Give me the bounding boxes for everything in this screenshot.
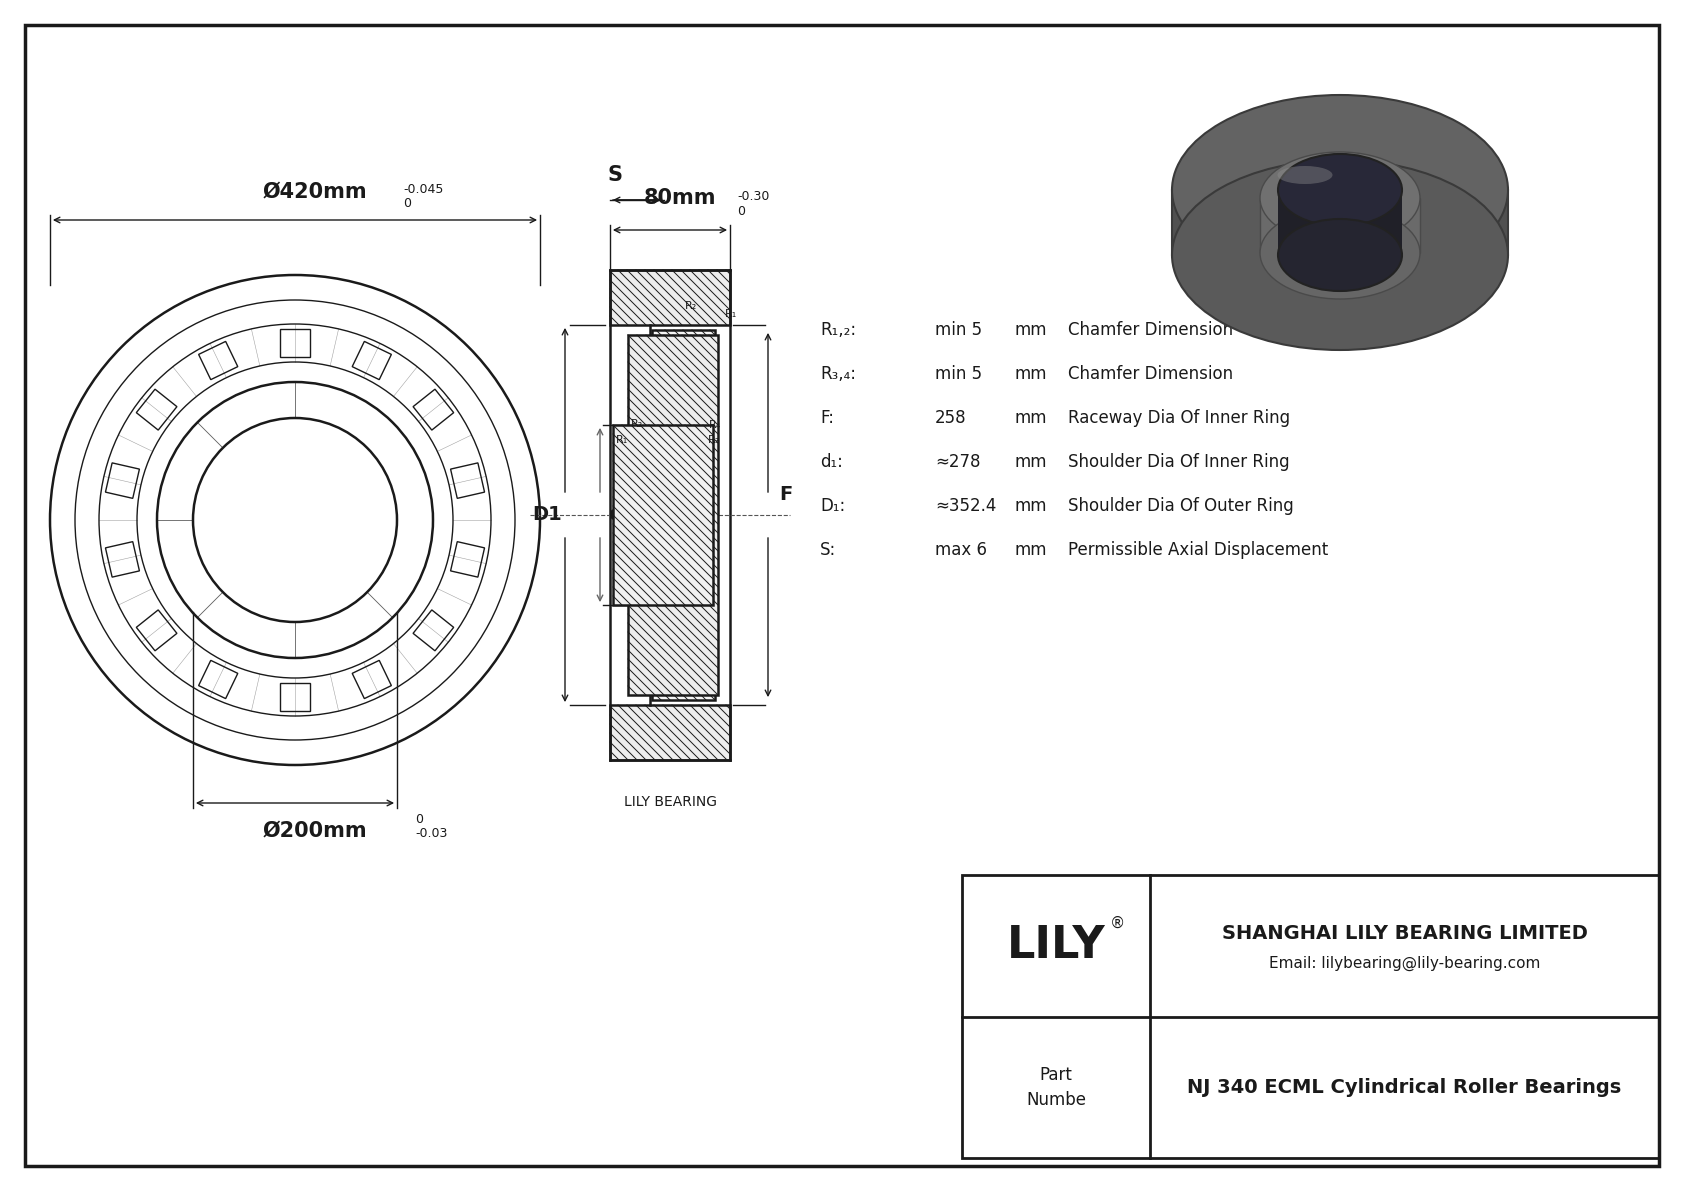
Text: F:: F:: [820, 409, 834, 428]
Polygon shape: [610, 270, 729, 325]
Text: mm: mm: [1015, 322, 1047, 339]
Polygon shape: [628, 335, 717, 696]
Text: Ø420mm: Ø420mm: [263, 182, 367, 202]
Text: R₂: R₂: [685, 301, 697, 311]
Bar: [652, 330, 716, 470]
Text: S:: S:: [820, 541, 837, 559]
Text: -0.30: -0.30: [738, 191, 770, 202]
Polygon shape: [613, 425, 712, 605]
Text: D1: D1: [532, 505, 562, 524]
Text: mm: mm: [1015, 541, 1047, 559]
Text: 0: 0: [738, 205, 744, 218]
Ellipse shape: [1172, 160, 1507, 350]
Ellipse shape: [1260, 207, 1420, 299]
Text: max 6: max 6: [935, 541, 987, 559]
Text: Chamfer Dimension: Chamfer Dimension: [1068, 364, 1233, 384]
Text: R₁,₂:: R₁,₂:: [820, 322, 855, 339]
Text: d1: d1: [608, 505, 637, 524]
Ellipse shape: [1278, 154, 1403, 226]
Text: 258: 258: [935, 409, 967, 428]
Text: NJ 340 ECML Cylindrical Roller Bearings: NJ 340 ECML Cylindrical Roller Bearings: [1187, 1078, 1622, 1097]
Text: -0.045: -0.045: [402, 183, 443, 197]
Text: min 5: min 5: [935, 364, 982, 384]
Text: Chamfer Dimension: Chamfer Dimension: [1068, 322, 1233, 339]
Text: Email: lilybearing@lily-bearing.com: Email: lilybearing@lily-bearing.com: [1268, 956, 1541, 972]
Text: R₁: R₁: [726, 308, 738, 319]
Text: ®: ®: [1110, 916, 1125, 931]
Text: S: S: [608, 166, 623, 185]
Polygon shape: [1172, 191, 1507, 255]
Text: Ø200mm: Ø200mm: [263, 821, 367, 841]
Text: 80mm: 80mm: [643, 188, 716, 208]
Text: Permissible Axial Displacement: Permissible Axial Displacement: [1068, 541, 1329, 559]
Text: LILY BEARING: LILY BEARING: [623, 796, 716, 809]
Text: Raceway Dia Of Inner Ring: Raceway Dia Of Inner Ring: [1068, 409, 1290, 428]
Text: D₁:: D₁:: [820, 497, 845, 515]
Text: 0: 0: [402, 197, 411, 210]
Ellipse shape: [1278, 219, 1403, 291]
Text: ≈278: ≈278: [935, 453, 980, 470]
Bar: [652, 560, 716, 700]
Text: F: F: [780, 486, 793, 505]
Text: -0.03: -0.03: [414, 827, 448, 840]
Text: mm: mm: [1015, 364, 1047, 384]
Text: R₁: R₁: [616, 435, 628, 445]
Text: R₃,₄:: R₃,₄:: [820, 364, 855, 384]
Text: LILY: LILY: [1007, 924, 1105, 967]
Text: mm: mm: [1015, 453, 1047, 470]
Text: d₁:: d₁:: [820, 453, 844, 470]
Text: Part
Numbe: Part Numbe: [1026, 1066, 1086, 1109]
Ellipse shape: [1172, 95, 1507, 285]
Text: R₃: R₃: [707, 435, 721, 445]
Text: R₄: R₄: [709, 420, 721, 430]
Polygon shape: [1278, 191, 1403, 257]
Text: Shoulder Dia Of Inner Ring: Shoulder Dia Of Inner Ring: [1068, 453, 1290, 470]
Text: Shoulder Dia Of Outer Ring: Shoulder Dia Of Outer Ring: [1068, 497, 1293, 515]
Text: ≈352.4: ≈352.4: [935, 497, 997, 515]
Text: mm: mm: [1015, 409, 1047, 428]
Text: SHANGHAI LILY BEARING LIMITED: SHANGHAI LILY BEARING LIMITED: [1221, 924, 1588, 943]
Text: mm: mm: [1015, 497, 1047, 515]
Polygon shape: [610, 705, 729, 760]
Ellipse shape: [1278, 166, 1332, 183]
Ellipse shape: [1260, 152, 1420, 244]
Text: 0: 0: [414, 813, 423, 827]
Bar: [962, 875, 1659, 1158]
Text: min 5: min 5: [935, 322, 982, 339]
Text: R₂: R₂: [632, 419, 643, 429]
Polygon shape: [1260, 198, 1420, 252]
